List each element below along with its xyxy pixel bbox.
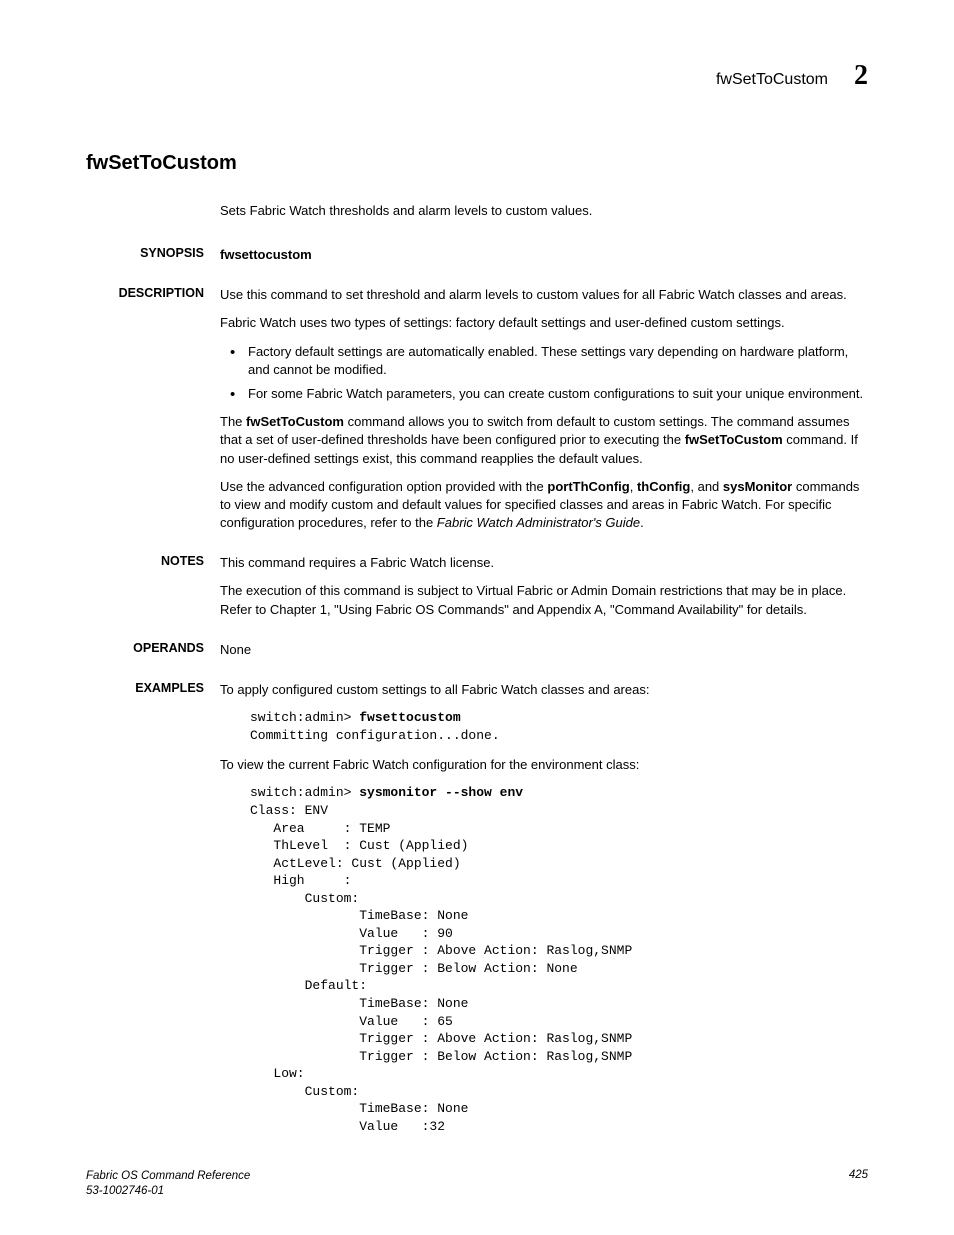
intro-text: Sets Fabric Watch thresholds and alarm l… <box>220 203 868 218</box>
notes-p1: This command requires a Fabric Watch lic… <box>220 554 868 572</box>
page-title: fwSetToCustom <box>86 152 868 175</box>
description-p3: The fwSetToCustom command allows you to … <box>220 413 868 468</box>
examples-section: EXAMPLES To apply configured custom sett… <box>86 681 868 1147</box>
code-block-1: switch:admin> fwsettocustom Committing c… <box>250 709 868 744</box>
description-bullets: Factory default settings are automatical… <box>220 343 868 404</box>
notes-p2: The execution of this command is subject… <box>220 582 868 618</box>
synopsis-section: SYNOPSIS fwsettocustom <box>86 246 868 264</box>
synopsis-label: SYNOPSIS <box>86 246 220 260</box>
code-block-2: switch:admin> sysmonitor --show env Clas… <box>250 784 868 1135</box>
footer-page-number: 425 <box>849 1169 868 1181</box>
description-label: DESCRIPTION <box>86 286 220 300</box>
header-title: fwSetToCustom <box>716 71 828 89</box>
description-section: DESCRIPTION Use this command to set thre… <box>86 286 868 532</box>
examples-p1: To apply configured custom settings to a… <box>220 681 868 699</box>
operands-text: None <box>220 641 868 659</box>
operands-label: OPERANDS <box>86 641 220 655</box>
bullet-item: Factory default settings are automatical… <box>220 343 868 379</box>
footer-doc-title: Fabric OS Command Reference <box>86 1169 250 1184</box>
description-p4: Use the advanced configuration option pr… <box>220 478 868 533</box>
examples-label: EXAMPLES <box>86 681 220 695</box>
chapter-number: 2 <box>854 60 868 92</box>
examples-p2: To view the current Fabric Watch configu… <box>220 756 868 774</box>
description-p2: Fabric Watch uses two types of settings:… <box>220 314 868 332</box>
footer-doc-id: 53-1002746-01 <box>86 1184 250 1199</box>
notes-section: NOTES This command requires a Fabric Wat… <box>86 554 868 619</box>
page-footer: Fabric OS Command Reference 53-1002746-0… <box>86 1169 868 1199</box>
notes-label: NOTES <box>86 554 220 568</box>
synopsis-command: fwsettocustom <box>220 247 312 262</box>
operands-section: OPERANDS None <box>86 641 868 659</box>
bullet-item: For some Fabric Watch parameters, you ca… <box>220 385 868 403</box>
description-p1: Use this command to set threshold and al… <box>220 286 868 304</box>
page-header: fwSetToCustom 2 <box>86 60 868 92</box>
